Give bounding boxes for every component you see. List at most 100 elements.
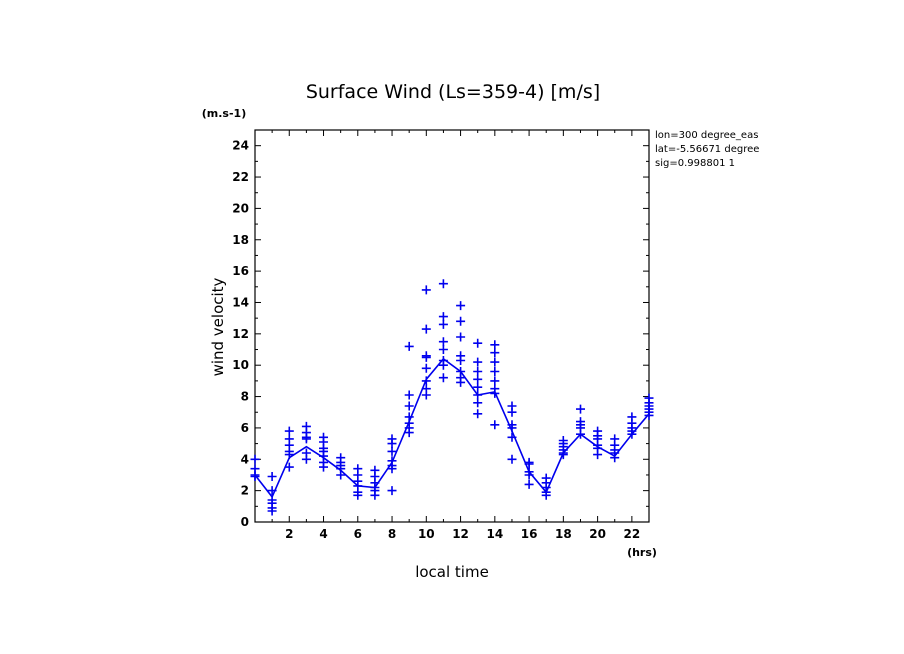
data-point [250,454,260,464]
data-point [284,426,294,436]
data-point [421,352,431,362]
data-point [507,454,517,464]
mean-wind-line [254,357,650,499]
data-point [473,374,483,384]
info-lat: lat=-5.56671 degree [655,144,759,155]
x-tick-label: 14 [486,527,503,541]
data-point [593,450,603,460]
data-point [473,409,483,419]
data-point [558,450,568,460]
data-point [456,301,466,311]
y-tick-label: 12 [232,327,249,341]
x-tick-label: 10 [418,527,435,541]
y-tick-label: 6 [241,421,249,435]
data-point [541,490,551,500]
x-axis-label: local time [415,563,489,581]
data-point [284,462,294,472]
chart-title: Surface Wind (Ls=359-4) [m/s] [306,81,600,103]
data-point [524,479,534,489]
plot-frame [254,129,650,523]
data-point [524,459,534,469]
data-point [267,486,277,496]
y-unit-label: (m.s-1) [202,107,246,120]
data-point [490,357,500,367]
data-point [387,446,397,456]
data-point [473,338,483,348]
info-lon: lon=300 degree_eas [655,130,758,141]
y-axis-label: wind velocity [209,277,227,376]
data-point [404,341,414,351]
y-tick-label: 10 [232,358,249,372]
x-tick-label: 20 [589,527,606,541]
x-tick-label: 6 [354,527,362,541]
data-point [404,401,414,411]
data-point [301,454,311,464]
data-point [627,429,637,439]
points-layer [250,279,654,516]
data-point [387,486,397,496]
x-tick-label: 4 [319,527,327,541]
mean-line-layer [254,357,650,499]
data-point [473,382,483,392]
x-tick-label: 8 [388,527,396,541]
y-tick-label: 18 [232,233,249,247]
data-point [404,428,414,438]
data-point [456,316,466,326]
data-point [490,348,500,358]
data-point [284,450,294,460]
info-sig: sig=0.998801 1 [655,158,735,169]
data-point [421,324,431,334]
data-point [421,390,431,400]
data-point [438,373,448,383]
data-point [490,388,500,398]
x-tick-label: 2 [285,527,293,541]
data-point [421,285,431,295]
data-point [438,345,448,354]
y-tick-label: 20 [232,201,249,215]
y-tick-label: 2 [241,484,249,498]
data-point [353,490,363,500]
info-block: lon=300 degree_eas lat=-5.56671 degree s… [655,130,759,169]
data-point [490,420,500,430]
data-point [267,472,277,481]
data-point [456,377,466,387]
data-point [490,340,500,350]
data-point [456,356,466,365]
data-point [473,398,483,408]
data-point [644,410,654,420]
data-point [610,453,620,463]
data-point [387,439,397,449]
data-point [456,332,466,342]
data-point [267,506,277,516]
data-point [576,429,585,439]
data-point [421,363,431,373]
y-tick-label: 8 [241,390,249,404]
data-point [576,404,585,414]
y-tick-label: 4 [241,452,249,466]
data-point [336,470,346,480]
x-tick-label: 22 [624,527,641,541]
data-point [404,390,414,400]
data-point [507,407,517,417]
data-point [490,367,500,376]
y-tick-label: 24 [232,139,249,153]
data-point [438,312,448,322]
data-point [438,337,448,347]
data-point [438,360,448,370]
data-point [507,423,517,433]
data-point [473,357,483,367]
data-point [438,319,448,329]
data-point [319,462,328,472]
x-tick-label: 12 [452,527,469,541]
data-point [438,279,448,289]
data-point [524,470,534,480]
x-unit-label: (hrs) [627,546,657,559]
data-point [370,490,380,500]
data-point [387,464,397,474]
data-point [250,472,260,481]
y-tick-label: 0 [241,515,249,529]
data-point [473,390,483,400]
x-tick-label: 16 [521,527,538,541]
